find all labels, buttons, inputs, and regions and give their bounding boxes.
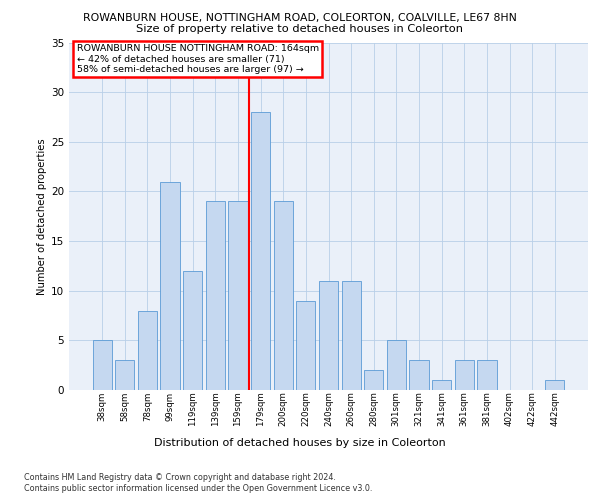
Bar: [138, 310, 157, 390]
Text: Size of property relative to detached houses in Coleorton: Size of property relative to detached ho…: [137, 24, 464, 34]
Y-axis label: Number of detached properties: Number of detached properties: [37, 138, 47, 294]
Bar: [432, 380, 451, 390]
Bar: [455, 360, 474, 390]
Bar: [274, 202, 293, 390]
Bar: [409, 360, 428, 390]
Bar: [183, 271, 202, 390]
Bar: [160, 182, 180, 390]
Text: Distribution of detached houses by size in Coleorton: Distribution of detached houses by size …: [154, 438, 446, 448]
Bar: [229, 202, 248, 390]
Bar: [387, 340, 406, 390]
Bar: [477, 360, 497, 390]
Text: Contains public sector information licensed under the Open Government Licence v3: Contains public sector information licen…: [24, 484, 373, 493]
Bar: [341, 281, 361, 390]
Bar: [206, 202, 225, 390]
Bar: [296, 300, 316, 390]
Text: ROWANBURN HOUSE NOTTINGHAM ROAD: 164sqm
← 42% of detached houses are smaller (71: ROWANBURN HOUSE NOTTINGHAM ROAD: 164sqm …: [77, 44, 319, 74]
Bar: [92, 340, 112, 390]
Bar: [251, 112, 270, 390]
Bar: [364, 370, 383, 390]
Bar: [115, 360, 134, 390]
Text: Contains HM Land Registry data © Crown copyright and database right 2024.: Contains HM Land Registry data © Crown c…: [24, 472, 336, 482]
Text: ROWANBURN HOUSE, NOTTINGHAM ROAD, COLEORTON, COALVILLE, LE67 8HN: ROWANBURN HOUSE, NOTTINGHAM ROAD, COLEOR…: [83, 12, 517, 22]
Bar: [319, 281, 338, 390]
Bar: [545, 380, 565, 390]
